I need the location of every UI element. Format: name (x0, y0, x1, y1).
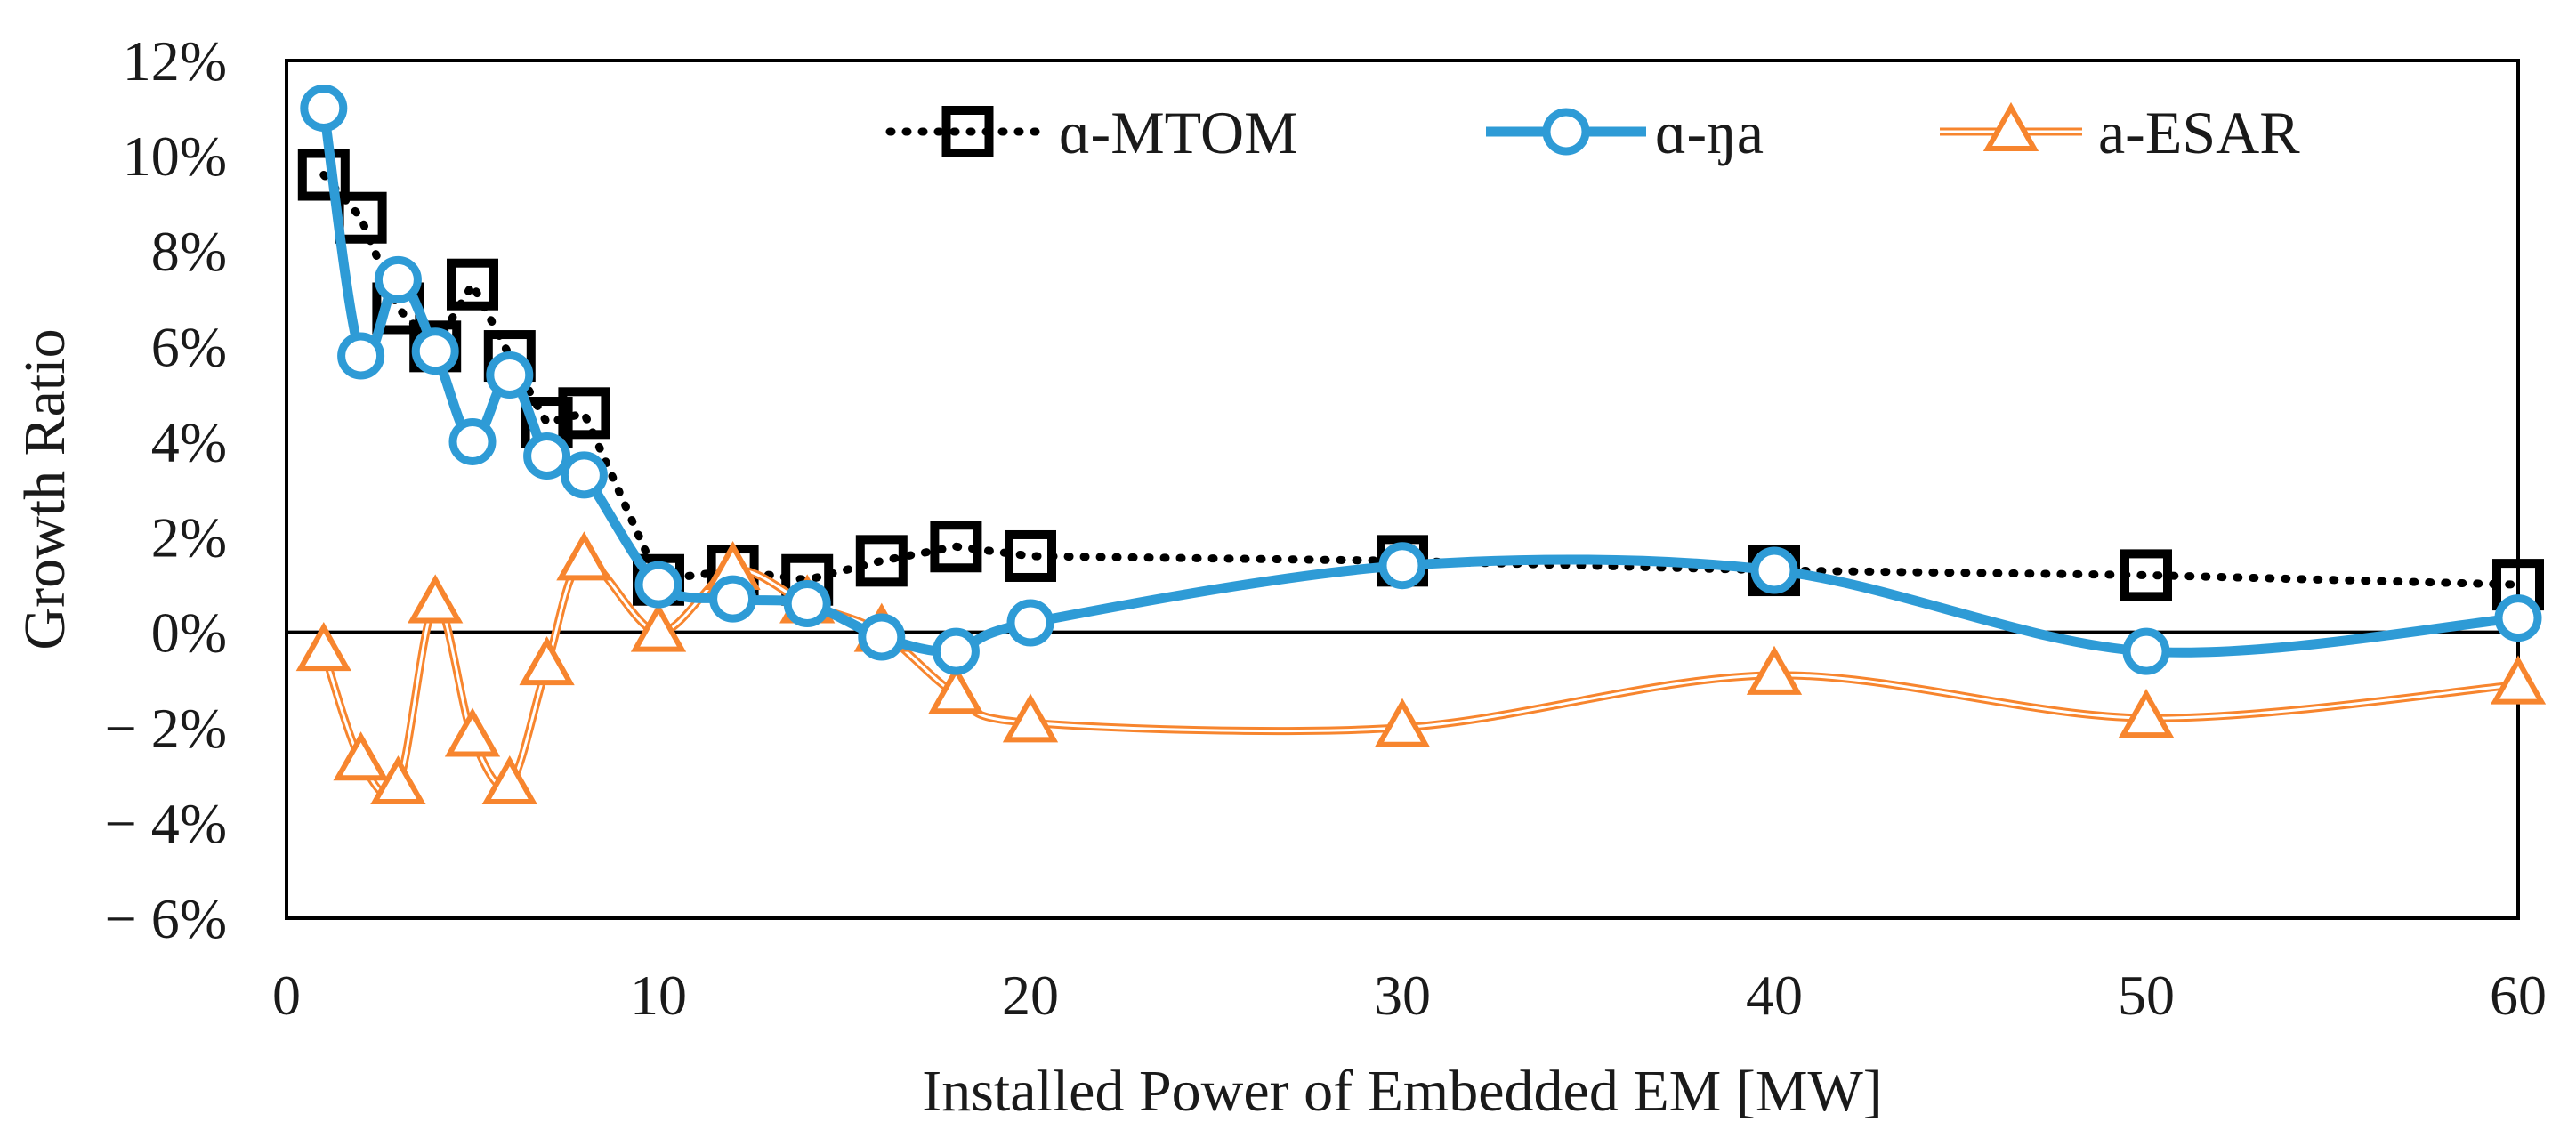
data-point (297, 149, 350, 201)
data-point (932, 627, 980, 675)
y-tick-label: 2% (151, 506, 227, 569)
y-tick-label: 10% (123, 125, 227, 188)
y-tick-label: 6% (151, 315, 227, 378)
data-point (1750, 546, 1798, 594)
legend-marker (1982, 101, 2039, 151)
data-point (560, 451, 608, 499)
legend-label: ɑ-MTOM (1059, 99, 1298, 166)
data-point (444, 707, 501, 757)
y-axis-tick-labels: − 6% − 4% − 2% 0% 2% 4% 6% 8% 10% 12% (105, 29, 227, 950)
x-axis-tick-labels: 0 10 20 30 40 50 60 (272, 964, 2547, 1027)
data-point (1378, 542, 1426, 590)
data-point (783, 580, 831, 628)
legend-label: a-ESAR (2098, 99, 2300, 166)
data-point (447, 258, 498, 311)
x-tick-label: 20 (1002, 964, 1059, 1027)
data-point (408, 574, 464, 624)
y-tick-label: 4% (151, 410, 227, 473)
x-tick-label: 40 (1746, 964, 1803, 1027)
data-point (2490, 655, 2547, 705)
data-point (374, 255, 422, 303)
data-point (2118, 688, 2175, 738)
data-point (486, 351, 534, 399)
data-point (558, 387, 610, 440)
data-point (858, 613, 906, 661)
data-point (709, 575, 757, 623)
series-eta-a (300, 85, 2542, 675)
data-point (370, 755, 426, 805)
y-tick-label: − 2% (105, 697, 227, 760)
plot-area-frame (285, 59, 2520, 920)
y-tick-label: 0% (151, 601, 227, 665)
legend-marker (1542, 108, 1590, 156)
y-tick-label: − 4% (105, 792, 227, 855)
y-axis-title: Growth Ratio (12, 328, 77, 650)
series-layer (295, 85, 2547, 805)
data-point (295, 621, 351, 672)
legend: ɑ-MTOM ɑ-ŋa a-ESAR (885, 99, 2300, 166)
data-point (448, 417, 497, 465)
legend-label: ɑ-ŋa (1655, 99, 1764, 166)
data-point (2494, 594, 2542, 642)
data-point (519, 636, 575, 686)
x-axis-title: Installed Power of Embedded EM [MW] (922, 1059, 1883, 1124)
x-tick-label: 10 (630, 964, 687, 1027)
x-tick-label: 60 (2490, 964, 2547, 1027)
data-point (1005, 529, 1056, 582)
x-tick-label: 30 (1374, 964, 1431, 1027)
y-tick-label: − 6% (105, 887, 227, 950)
data-point (333, 731, 389, 781)
legend-marker (941, 106, 994, 157)
data-point (2122, 627, 2170, 675)
data-point (1374, 698, 1431, 747)
y-tick-label: 12% (123, 29, 227, 93)
data-point (337, 332, 385, 380)
data-point (1006, 599, 1054, 647)
data-point (855, 535, 908, 587)
data-point (630, 602, 687, 652)
y-tick-label: 8% (151, 220, 227, 283)
data-point (481, 755, 537, 805)
legend-item: ɑ-ŋa (1486, 99, 1764, 166)
x-tick-label: 0 (272, 964, 301, 1027)
legend-item: ɑ-MTOM (885, 99, 1298, 166)
x-tick-label: 50 (2118, 964, 2175, 1027)
data-point (300, 85, 348, 133)
data-point (556, 531, 612, 581)
data-point (1746, 645, 1803, 695)
data-point (930, 521, 982, 573)
data-point (523, 432, 571, 480)
data-point (1002, 693, 1059, 743)
data-point (634, 561, 682, 609)
data-point (411, 327, 459, 375)
legend-item: a-ESAR (1940, 99, 2300, 166)
data-point (928, 665, 984, 714)
data-point (2120, 549, 2172, 601)
